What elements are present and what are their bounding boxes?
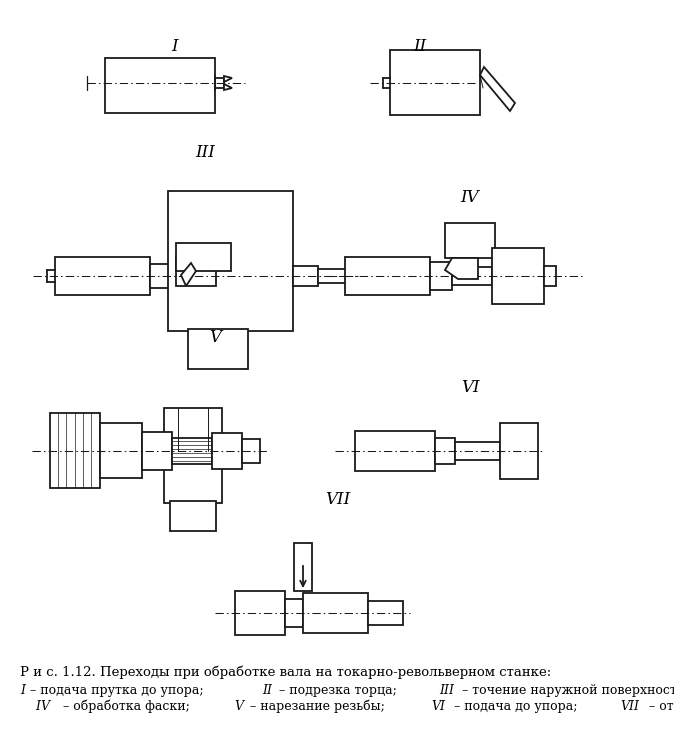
Bar (452, 267, 492, 285)
Text: – подрезка торца;: – подрезка торца; (276, 684, 401, 697)
Text: Р и с. 1.12. Переходы при обработке вала на токарно-револьверном станке:: Р и с. 1.12. Переходы при обработке вала… (20, 665, 551, 679)
Bar (355, 431, 435, 471)
Bar (445, 223, 495, 258)
Text: – отрезка: – отрезка (645, 700, 674, 713)
Text: – подача до упора;: – подача до упора; (450, 700, 581, 713)
Bar (285, 599, 303, 627)
Bar (105, 58, 215, 113)
Text: – точение наружной поверхности;: – точение наружной поверхности; (458, 684, 674, 697)
Bar (150, 264, 170, 288)
Polygon shape (181, 263, 196, 286)
Bar (168, 191, 293, 331)
Bar (142, 432, 172, 470)
Bar (500, 423, 538, 479)
Polygon shape (224, 76, 232, 82)
Bar (188, 329, 248, 369)
Bar (242, 439, 260, 463)
Text: I: I (20, 684, 25, 697)
Bar (544, 266, 556, 286)
Text: V: V (234, 700, 243, 713)
Bar (100, 423, 142, 478)
Text: VII: VII (326, 491, 350, 508)
Bar (303, 593, 368, 633)
Text: VI: VI (461, 379, 479, 396)
Bar (50, 413, 100, 488)
Bar (293, 266, 318, 286)
Bar (176, 256, 216, 286)
Bar (318, 269, 353, 283)
Text: IV: IV (20, 700, 50, 713)
Bar (215, 78, 224, 88)
Bar (492, 248, 544, 304)
Text: VII: VII (620, 700, 640, 713)
Bar (368, 601, 403, 625)
Text: – подача прутка до упора;: – подача прутка до упора; (26, 684, 208, 697)
Text: – обработка фаски;: – обработка фаски; (59, 700, 194, 713)
Polygon shape (445, 258, 478, 279)
Polygon shape (480, 67, 515, 111)
Text: III: III (439, 684, 454, 697)
Bar (170, 501, 216, 531)
Bar (164, 408, 222, 503)
Text: V: V (209, 329, 221, 346)
Bar (345, 257, 430, 295)
Bar (212, 433, 242, 469)
Text: IV: IV (461, 189, 479, 206)
Bar (55, 257, 150, 295)
Text: II: II (262, 684, 272, 697)
Bar (172, 438, 212, 464)
Bar (294, 543, 312, 591)
Bar (235, 591, 285, 635)
Text: VI: VI (431, 700, 446, 713)
Bar (176, 243, 231, 271)
Text: I: I (172, 38, 179, 55)
Bar (455, 442, 500, 460)
Bar (390, 50, 480, 115)
Bar (430, 262, 452, 290)
Bar (435, 438, 455, 464)
Text: III: III (195, 144, 215, 161)
Text: II: II (413, 38, 427, 55)
Polygon shape (224, 84, 232, 90)
Text: – нарезание резьбы;: – нарезание резьбы; (246, 700, 389, 713)
